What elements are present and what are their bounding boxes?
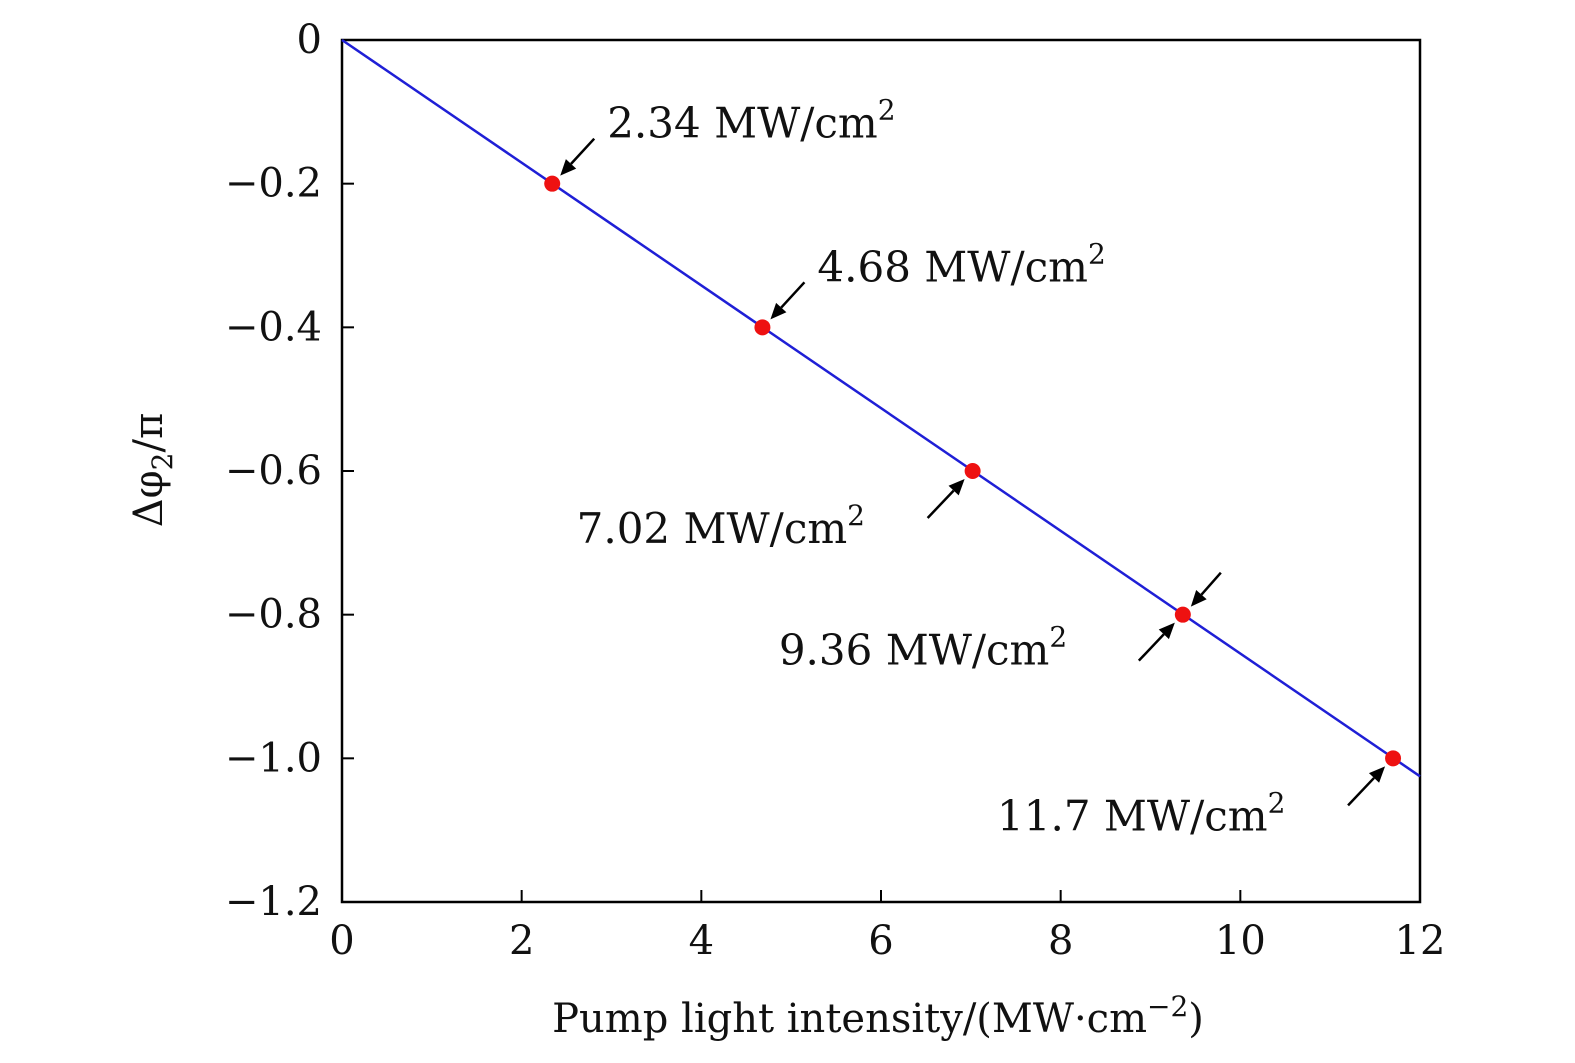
annotation-label: 2.34 MW/cm2 — [607, 94, 895, 148]
x-tick-label: 12 — [1395, 918, 1446, 964]
x-tick-label: 6 — [868, 918, 893, 964]
annotation-arrow-shaft — [780, 281, 806, 309]
series-layer — [341, 38, 1421, 778]
annotation-arrow-shaft — [926, 489, 955, 519]
y-tick-label: −0.2 — [225, 161, 322, 207]
annotation-arrow-head — [1158, 622, 1175, 640]
annotation-arrow-shaft — [1200, 571, 1222, 596]
annotation-arrow-head — [1190, 590, 1207, 607]
x-tick-label: 2 — [509, 918, 534, 964]
annotation-arrow-head — [948, 479, 965, 496]
series-line — [341, 38, 1421, 778]
marker-layer — [544, 175, 1402, 767]
data-point-marker — [1174, 606, 1191, 623]
x-tick-label: 8 — [1048, 918, 1073, 964]
data-point-marker — [544, 175, 561, 192]
plot-frame — [340, 38, 1422, 904]
annotation-arrow-shaft — [1137, 633, 1165, 662]
annotation-label: 4.68 MW/cm2 — [817, 237, 1105, 291]
y-tick-label: 0 — [297, 17, 322, 63]
y-tick-label: −1.2 — [225, 879, 322, 925]
y-tick-label: −0.8 — [225, 592, 322, 638]
annotation-label: 11.7 MW/cm2 — [997, 786, 1285, 840]
annotation-arrow-shaft — [570, 137, 596, 165]
annotation-arrow-head — [770, 302, 787, 320]
data-point-marker — [964, 463, 981, 479]
x-tick-label: 0 — [329, 918, 354, 964]
annotation-arrow-head — [1368, 766, 1386, 783]
data-point-marker — [754, 319, 771, 336]
annotation-label: 9.36 MW/cm2 — [779, 621, 1067, 675]
y-tick-label: −0.4 — [225, 304, 322, 350]
x-tick-label: 10 — [1215, 918, 1266, 964]
annotation-arrow-head — [560, 159, 577, 176]
axes-layer: 0 2 4 6 8 10 12 0 −0.2 −0.4 −0.6 −0.8 −1.0 −1.2 — [225, 17, 1446, 964]
annotation-label: 7.02 MW/cm2 — [577, 499, 865, 553]
annotation-arrow-shaft — [1347, 777, 1375, 807]
annotation-layer: 2.34 MW/cm2 4.68 MW/cm2 7.02 MW/cm2 9.36 MW… — [560, 94, 1386, 840]
data-point-marker — [1385, 750, 1402, 767]
y-tick-label: −0.6 — [225, 448, 322, 494]
x-axis-title: Pump light intensity/(MW·cm−2) — [552, 990, 1204, 1042]
y-axis-title: Δφ2/π — [126, 413, 179, 528]
y-tick-label: −1.0 — [225, 735, 322, 781]
x-tick-label: 4 — [689, 918, 714, 964]
